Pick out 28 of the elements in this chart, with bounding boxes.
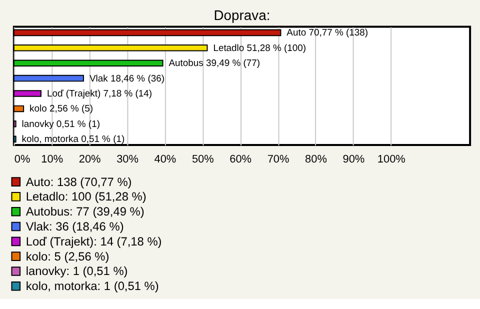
data-label: Auto 70,77 % (138) [286, 28, 368, 39]
legend-label: Loď (Trajekt): 14 (7,18 %) [26, 234, 162, 248]
x-tick-label: 70% [267, 153, 290, 166]
x-tick-label: 100% [377, 153, 406, 166]
x-tick-label: 50% [192, 153, 214, 166]
data-label: Loď (Trajekt) 7,18 % (14) [46, 88, 152, 100]
data-label: Autobus 39,49 % (77) [168, 58, 260, 70]
legend-label: lanovky: 1 (0,51 %) [26, 264, 128, 278]
x-tick-label: 80% [305, 153, 328, 166]
x-tick-label: 60% [230, 153, 252, 166]
legend-label: Auto: 138 (70,77 %) [26, 174, 132, 189]
data-label: kolo, motorka 0,51 % (1) [22, 134, 125, 146]
legend-label: Letadlo: 100 (51,28 %) [26, 190, 146, 204]
x-tick-label: 20% [78, 153, 102, 166]
legend-label: kolo, motorka: 1 (0,51 %) [26, 279, 159, 294]
data-label: kolo 2,56 % (5) [30, 104, 94, 115]
x-tick-label: 40% [154, 153, 176, 166]
legend-label: kolo: 5 (2,56 %) [26, 249, 110, 264]
x-tick-label: 90% [342, 153, 365, 166]
chart-title: Doprava: [214, 6, 270, 23]
data-label: Vlak 18,46 % (36) [89, 73, 164, 84]
x-tick-label: 10% [41, 153, 64, 166]
legend-label: Vlak: 36 (18,46 %) [26, 219, 124, 234]
data-label: Letadlo 51,28 % (100) [213, 42, 306, 54]
x-tick-label: 30% [116, 153, 139, 166]
legend-label: Autobus: 77 (39,49 %) [26, 204, 144, 219]
data-label: lanovky 0,51 % (1) [22, 118, 100, 130]
x-tick-label: 0% [14, 153, 30, 166]
